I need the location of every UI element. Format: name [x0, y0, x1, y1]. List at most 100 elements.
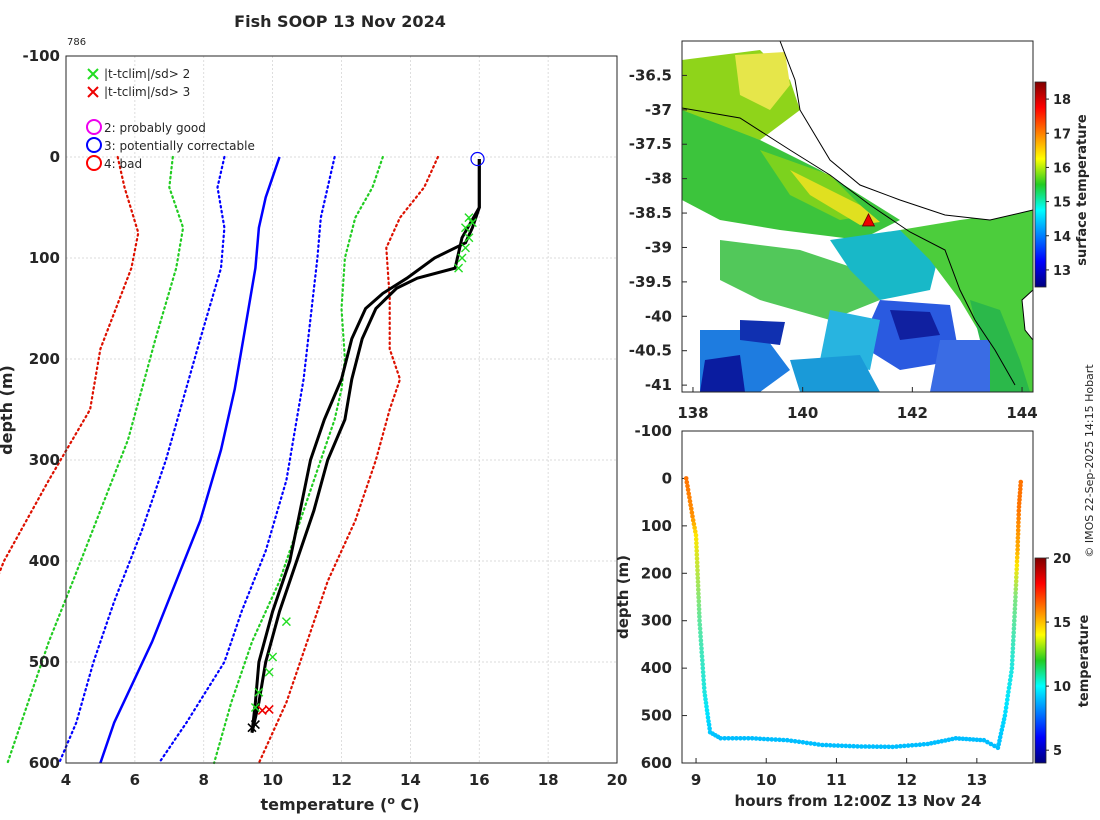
track-point — [696, 610, 702, 616]
track-point — [695, 568, 700, 573]
map-panel: 138 140 142 144 -36.5 -37 -37.5 -38 -38.5 -39 -39.… — [629, 40, 1090, 422]
y-tick-label: 0 — [662, 469, 672, 487]
track-plot-area — [682, 431, 1033, 763]
track-point — [886, 744, 891, 750]
track-point — [1014, 559, 1020, 564]
sst-patch — [735, 52, 790, 110]
track-point — [1009, 665, 1015, 671]
track-point — [706, 722, 712, 728]
colorbar-tick-label: 16 — [1053, 161, 1071, 176]
y-tick-label: -40 — [645, 307, 672, 325]
y-tick-label: 300 — [641, 612, 672, 630]
track-point — [1010, 654, 1015, 659]
profile-legend: |t-tclim|/sd> 2 |t-tclim|/sd> 3 2: proba… — [86, 67, 255, 171]
track-point — [700, 665, 706, 671]
y-tick-label: -41 — [645, 376, 672, 394]
track-point — [1013, 594, 1018, 600]
track-point — [909, 743, 915, 748]
track-point — [978, 737, 983, 743]
track-point — [698, 642, 704, 647]
track-point — [1017, 493, 1022, 499]
track-point — [1010, 657, 1015, 663]
x-tick-label: 14 — [400, 771, 421, 789]
track-point — [696, 587, 701, 592]
map-land — [682, 41, 1033, 386]
y-tick-label: -100 — [634, 422, 672, 440]
track-point — [1012, 606, 1018, 612]
track-panel: 9 10 11 12 13 -100 0 100 200 300 400 500 600 hours f… — [614, 422, 1092, 810]
colorbar-tick-label: 18 — [1053, 93, 1071, 108]
track-point — [1011, 634, 1016, 639]
track-point — [971, 737, 976, 742]
track-point — [1003, 709, 1008, 714]
track-point — [804, 740, 810, 746]
track-point — [1015, 527, 1021, 533]
legend-circle-magenta-icon — [86, 119, 102, 135]
track-point — [718, 736, 723, 741]
x-tick-label: 16 — [469, 771, 490, 789]
cast-id: 786 — [67, 37, 86, 48]
x-tick-label: 142 — [897, 404, 928, 422]
track-point — [690, 517, 696, 523]
track-point — [925, 741, 930, 747]
map-axes-box — [681, 40, 1034, 393]
track-point — [1013, 578, 1019, 584]
track-point — [898, 743, 903, 749]
track-point — [1014, 555, 1020, 560]
x-mark-black-icon — [250, 720, 260, 730]
legend-label: |t-tclim|/sd> 2 — [104, 67, 190, 81]
legend-x-green-icon — [87, 68, 99, 80]
series-line — [250, 159, 481, 734]
track-point — [1018, 486, 1023, 492]
track-point — [816, 742, 821, 747]
series-line — [257, 155, 439, 765]
track-point — [946, 737, 952, 743]
track-point — [1007, 681, 1012, 687]
legend-label: 3: potentially correctable — [104, 139, 255, 153]
track-point — [690, 514, 695, 519]
track-point — [1015, 551, 1020, 556]
track-axes-box — [681, 430, 1034, 764]
track-point — [985, 739, 990, 745]
legend-item-flag3: 3: potentially correctable — [86, 137, 255, 153]
coastline-tasmania — [1021, 289, 1033, 341]
track-point — [997, 734, 1003, 740]
track-point — [1017, 490, 1023, 496]
track-point — [696, 595, 701, 600]
track-point — [1012, 602, 1018, 608]
track-point — [1012, 618, 1017, 623]
x-tick-label: 140 — [787, 404, 818, 422]
track-point — [704, 707, 710, 713]
series-line — [99, 156, 281, 764]
track-point — [1014, 567, 1019, 572]
y-tick-label: -38 — [645, 170, 672, 188]
x-tick-label: 18 — [538, 771, 559, 789]
track-point — [685, 483, 690, 489]
x-tick-label: 6 — [130, 771, 140, 789]
track-point — [1001, 720, 1006, 725]
legend-x-red-icon — [87, 86, 99, 98]
legend-label: 4: bad — [104, 157, 142, 171]
track-point — [1004, 701, 1009, 706]
track-point — [701, 673, 706, 679]
legend-item-flag4: 4: bad — [86, 155, 142, 171]
track-point — [917, 742, 923, 747]
cast-location-marker — [861, 213, 876, 227]
track-point — [684, 479, 690, 485]
track-point — [742, 736, 747, 741]
sst-patch — [830, 230, 940, 300]
track-point — [699, 650, 704, 655]
track-point — [687, 495, 692, 500]
track-point — [1015, 547, 1020, 552]
track-point — [921, 742, 927, 747]
sst-field — [682, 50, 1033, 392]
track-xlabel: hours from 12:00Z 13 Nov 24 — [735, 792, 982, 810]
track-point — [705, 711, 710, 717]
track-point — [692, 525, 697, 531]
track-point — [894, 744, 899, 749]
track-point — [695, 575, 701, 581]
track-point — [974, 737, 980, 743]
track-point — [1015, 535, 1021, 541]
track-point — [1016, 524, 1021, 529]
